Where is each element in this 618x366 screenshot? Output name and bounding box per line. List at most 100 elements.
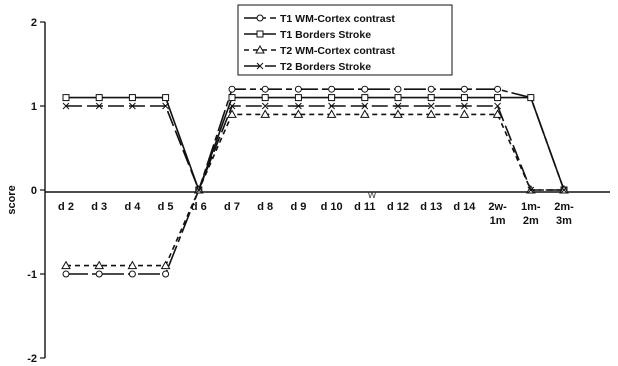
point-marker-triangle <box>459 109 470 118</box>
series-line <box>66 96 565 193</box>
point-marker-triangle <box>426 109 437 118</box>
point-marker-x <box>295 102 302 110</box>
x-tick-label: 1m-2m <box>521 201 541 227</box>
point-marker-x <box>494 102 501 110</box>
point-marker-square <box>256 30 264 38</box>
point-marker-square <box>95 94 103 102</box>
legend-box <box>237 4 453 76</box>
point-marker-circle <box>228 85 236 93</box>
point-marker-triangle <box>359 109 370 118</box>
y-tick-label: 1 <box>31 101 37 113</box>
point-marker-x <box>328 102 335 110</box>
point-marker-x <box>129 102 136 110</box>
point-marker-square <box>261 94 269 102</box>
point-marker-x <box>527 186 535 194</box>
point-marker-triangle <box>255 44 265 54</box>
x-tick-label: d 4 <box>124 201 141 213</box>
point-marker-x <box>195 186 203 194</box>
point-marker-circle <box>162 270 170 278</box>
legend-entry: T1 Borders Stroke <box>244 29 371 41</box>
point-marker-circle <box>261 85 269 93</box>
x-tick-label: d 11 <box>354 201 375 213</box>
point-marker-circle <box>256 14 264 22</box>
x-tick-label: d 10 <box>321 201 343 213</box>
series-t1-borders-stroke <box>62 94 568 194</box>
series-t2-wm-cortex-contrast <box>61 109 569 270</box>
point-marker-x <box>228 102 236 110</box>
legend-label: T1 WM-Cortex contrast <box>280 13 395 25</box>
x-tick-label: d 14 <box>453 201 476 213</box>
y-axis-label: score <box>6 185 18 214</box>
point-marker-square <box>394 94 402 102</box>
point-marker-circle <box>328 85 336 93</box>
y-ticks: -2 -1 0 1 2 <box>27 17 45 365</box>
point-marker-circle <box>95 270 103 278</box>
point-marker-circle <box>394 85 402 93</box>
series-line <box>66 105 564 193</box>
point-marker-triangle <box>326 109 337 118</box>
series-line <box>66 88 565 275</box>
point-marker-triangle <box>94 260 105 270</box>
point-marker-x <box>62 102 70 110</box>
point-marker-x <box>361 102 369 110</box>
point-marker-triangle <box>293 109 304 118</box>
point-marker-triangle <box>127 260 138 270</box>
legend-entry: T2 Borders Stroke <box>244 61 371 73</box>
point-marker-triangle <box>227 109 237 118</box>
series-layer <box>61 85 569 278</box>
y-tick-label: -1 <box>27 269 37 281</box>
point-marker-square <box>328 94 336 102</box>
point-marker-x <box>256 62 264 70</box>
point-marker-square <box>460 94 468 102</box>
x-tick-label: 2m-3m <box>554 201 574 227</box>
point-marker-square <box>527 94 535 102</box>
x-tick-label: d 7 <box>224 201 240 213</box>
x-ticks: d 2 d 3 d 4 d 5 d 6 d 7 d 8 d 9 d 10 d 11 d 12 d 13… <box>58 201 574 227</box>
legend-entry: T2 WM-Cortex contrast <box>244 44 395 57</box>
point-marker-x <box>95 102 103 110</box>
point-marker-square <box>361 94 369 102</box>
legend-entry: T1 WM-Cortex contrast <box>244 13 395 25</box>
point-marker-square <box>427 94 435 102</box>
point-marker-circle <box>361 85 369 93</box>
point-marker-square <box>162 94 170 102</box>
point-marker-triangle <box>160 260 171 270</box>
point-marker-triangle <box>260 109 271 118</box>
x-tick-label: d 2 <box>58 201 74 213</box>
point-marker-square <box>62 94 70 102</box>
stray-text: W <box>368 190 377 200</box>
point-marker-circle <box>494 85 502 93</box>
x-tick-label: d 6 <box>191 201 207 213</box>
series-t2-borders-stroke <box>62 102 568 194</box>
x-tick-label: d 5 <box>158 201 174 213</box>
x-tick-label: d 3 <box>91 201 107 213</box>
point-marker-triangle <box>61 260 71 270</box>
point-marker-x <box>261 102 269 110</box>
legend-label: T2 Borders Stroke <box>280 61 371 73</box>
point-marker-triangle <box>492 109 503 118</box>
x-tick-label: d 8 <box>257 201 273 213</box>
y-tick-label: 0 <box>31 185 37 197</box>
legend: T1 WM-Cortex contrast T1 Borders Stroke T2… <box>237 4 453 76</box>
point-marker-circle <box>460 85 468 93</box>
x-tick-label: d 13 <box>420 201 442 213</box>
point-marker-x <box>560 186 568 194</box>
point-marker-triangle <box>393 109 403 118</box>
x-tick-label: 2w-1m <box>488 201 507 227</box>
x-tick-label: d 9 <box>290 201 306 213</box>
point-marker-x <box>162 102 169 110</box>
point-marker-circle <box>427 85 435 93</box>
point-marker-square <box>228 94 236 102</box>
point-marker-square <box>128 94 136 102</box>
y-tick-label: -2 <box>27 353 37 365</box>
x-tick-label: d 12 <box>387 201 409 213</box>
legend-label: T1 Borders Stroke <box>280 29 371 41</box>
point-marker-x <box>394 102 402 110</box>
y-tick-label: 2 <box>31 17 37 29</box>
point-marker-square <box>494 94 502 102</box>
series-line <box>66 113 564 267</box>
point-marker-circle <box>294 85 302 93</box>
point-marker-x <box>461 102 468 110</box>
point-marker-circle <box>128 270 136 278</box>
